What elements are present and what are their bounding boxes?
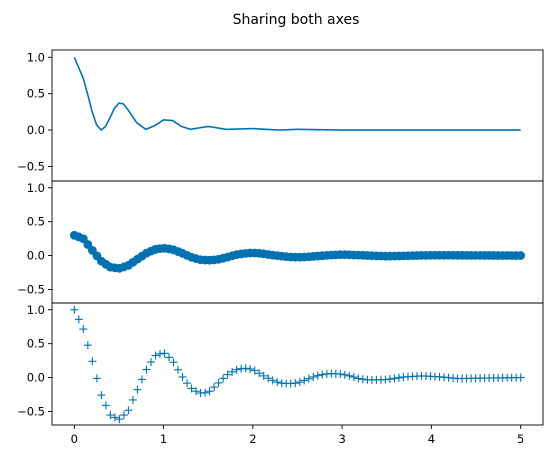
data-point	[246, 365, 255, 374]
y-tick-label: 1.0	[27, 303, 45, 317]
data-point	[201, 388, 210, 397]
data-point	[223, 370, 232, 379]
data-point	[88, 357, 97, 366]
data-point	[137, 375, 146, 384]
y-tick-label: −0.5	[17, 282, 45, 296]
data-point	[219, 374, 228, 383]
x-tick-label: 0	[71, 432, 78, 446]
data-point	[74, 315, 83, 324]
data-point	[250, 366, 259, 375]
data-point	[146, 358, 155, 367]
data-point	[349, 373, 358, 382]
data-point	[255, 369, 264, 378]
x-tick-label: 1	[160, 432, 167, 446]
data-point	[174, 365, 183, 374]
y-tick-label: 0.5	[27, 215, 45, 229]
data-point	[313, 371, 322, 380]
data-point	[295, 378, 304, 387]
panel-middle: 1.0 0.5 0.0 −0.5	[17, 180, 544, 304]
panel-top: 1.0 0.5 0.0 −0.5	[17, 49, 544, 182]
y-tick-label: 0.0	[27, 371, 45, 385]
data-point	[232, 365, 241, 374]
data-point	[259, 371, 268, 380]
x-axis: 0 1 2 3 4 5	[71, 425, 524, 446]
data-point	[70, 305, 79, 314]
data-point	[160, 349, 169, 358]
data-point	[110, 413, 119, 422]
data-point	[165, 353, 174, 362]
y-tick-label: 0.0	[27, 249, 45, 263]
y-tick-label: 1.0	[27, 181, 45, 195]
data-point	[268, 376, 277, 385]
axes-frame	[51, 302, 544, 426]
data-point	[228, 367, 237, 376]
data-point	[318, 370, 327, 379]
data-point	[119, 411, 128, 420]
data-point	[192, 387, 201, 396]
data-point	[169, 358, 178, 367]
data-point	[142, 365, 151, 374]
data-point	[516, 373, 525, 382]
axes-frame	[51, 180, 544, 304]
data-point	[304, 374, 313, 383]
data-point	[101, 401, 110, 410]
data-point	[151, 351, 160, 360]
data-point	[79, 325, 88, 334]
data-point	[92, 374, 101, 383]
data-point	[124, 406, 133, 415]
data-point	[340, 370, 349, 379]
data-point	[300, 376, 309, 385]
data-point	[309, 372, 318, 381]
data-point	[106, 411, 115, 420]
x-tick-label: 4	[428, 432, 435, 446]
x-tick-label: 5	[517, 432, 524, 446]
y-tick-label: 0.5	[27, 87, 45, 101]
y-tick-label: −0.5	[17, 404, 45, 418]
data-point	[128, 395, 137, 404]
data-point	[354, 374, 363, 383]
data-point	[115, 415, 124, 424]
data-point	[264, 374, 273, 383]
data-point	[187, 384, 196, 393]
data-point	[273, 378, 282, 387]
data-point	[394, 373, 403, 382]
x-tick-label: 3	[338, 432, 345, 446]
data-point	[214, 378, 223, 387]
y-tick-label: 1.0	[27, 50, 45, 64]
y-tick-label: 0.5	[27, 337, 45, 351]
chart-title: Sharing both axes	[233, 12, 360, 28]
data-point	[241, 364, 250, 373]
x-tick-label: 2	[249, 432, 256, 446]
data-point	[205, 387, 214, 396]
data-point	[336, 370, 345, 379]
panels: 1.0 0.5 0.0 −0.5 1.0 0.5 0.0 −0.5 1.0 0.5 0.0 −0.5	[17, 49, 544, 426]
data-point	[345, 371, 354, 380]
data-point	[291, 379, 300, 388]
data-point	[516, 251, 526, 260]
series-line	[73, 56, 521, 132]
data-point	[183, 379, 192, 388]
data-point	[178, 373, 187, 382]
y-tick-label: −0.5	[17, 159, 45, 173]
axes-frame	[51, 49, 544, 182]
data-point	[390, 374, 399, 383]
panel-bottom: 1.0 0.5 0.0 −0.5	[17, 302, 544, 426]
data-point	[385, 375, 394, 384]
data-point	[83, 341, 92, 350]
y-tick-label: 0.0	[27, 123, 45, 137]
data-point	[97, 391, 106, 400]
data-point	[133, 385, 142, 394]
data-point	[210, 383, 219, 392]
